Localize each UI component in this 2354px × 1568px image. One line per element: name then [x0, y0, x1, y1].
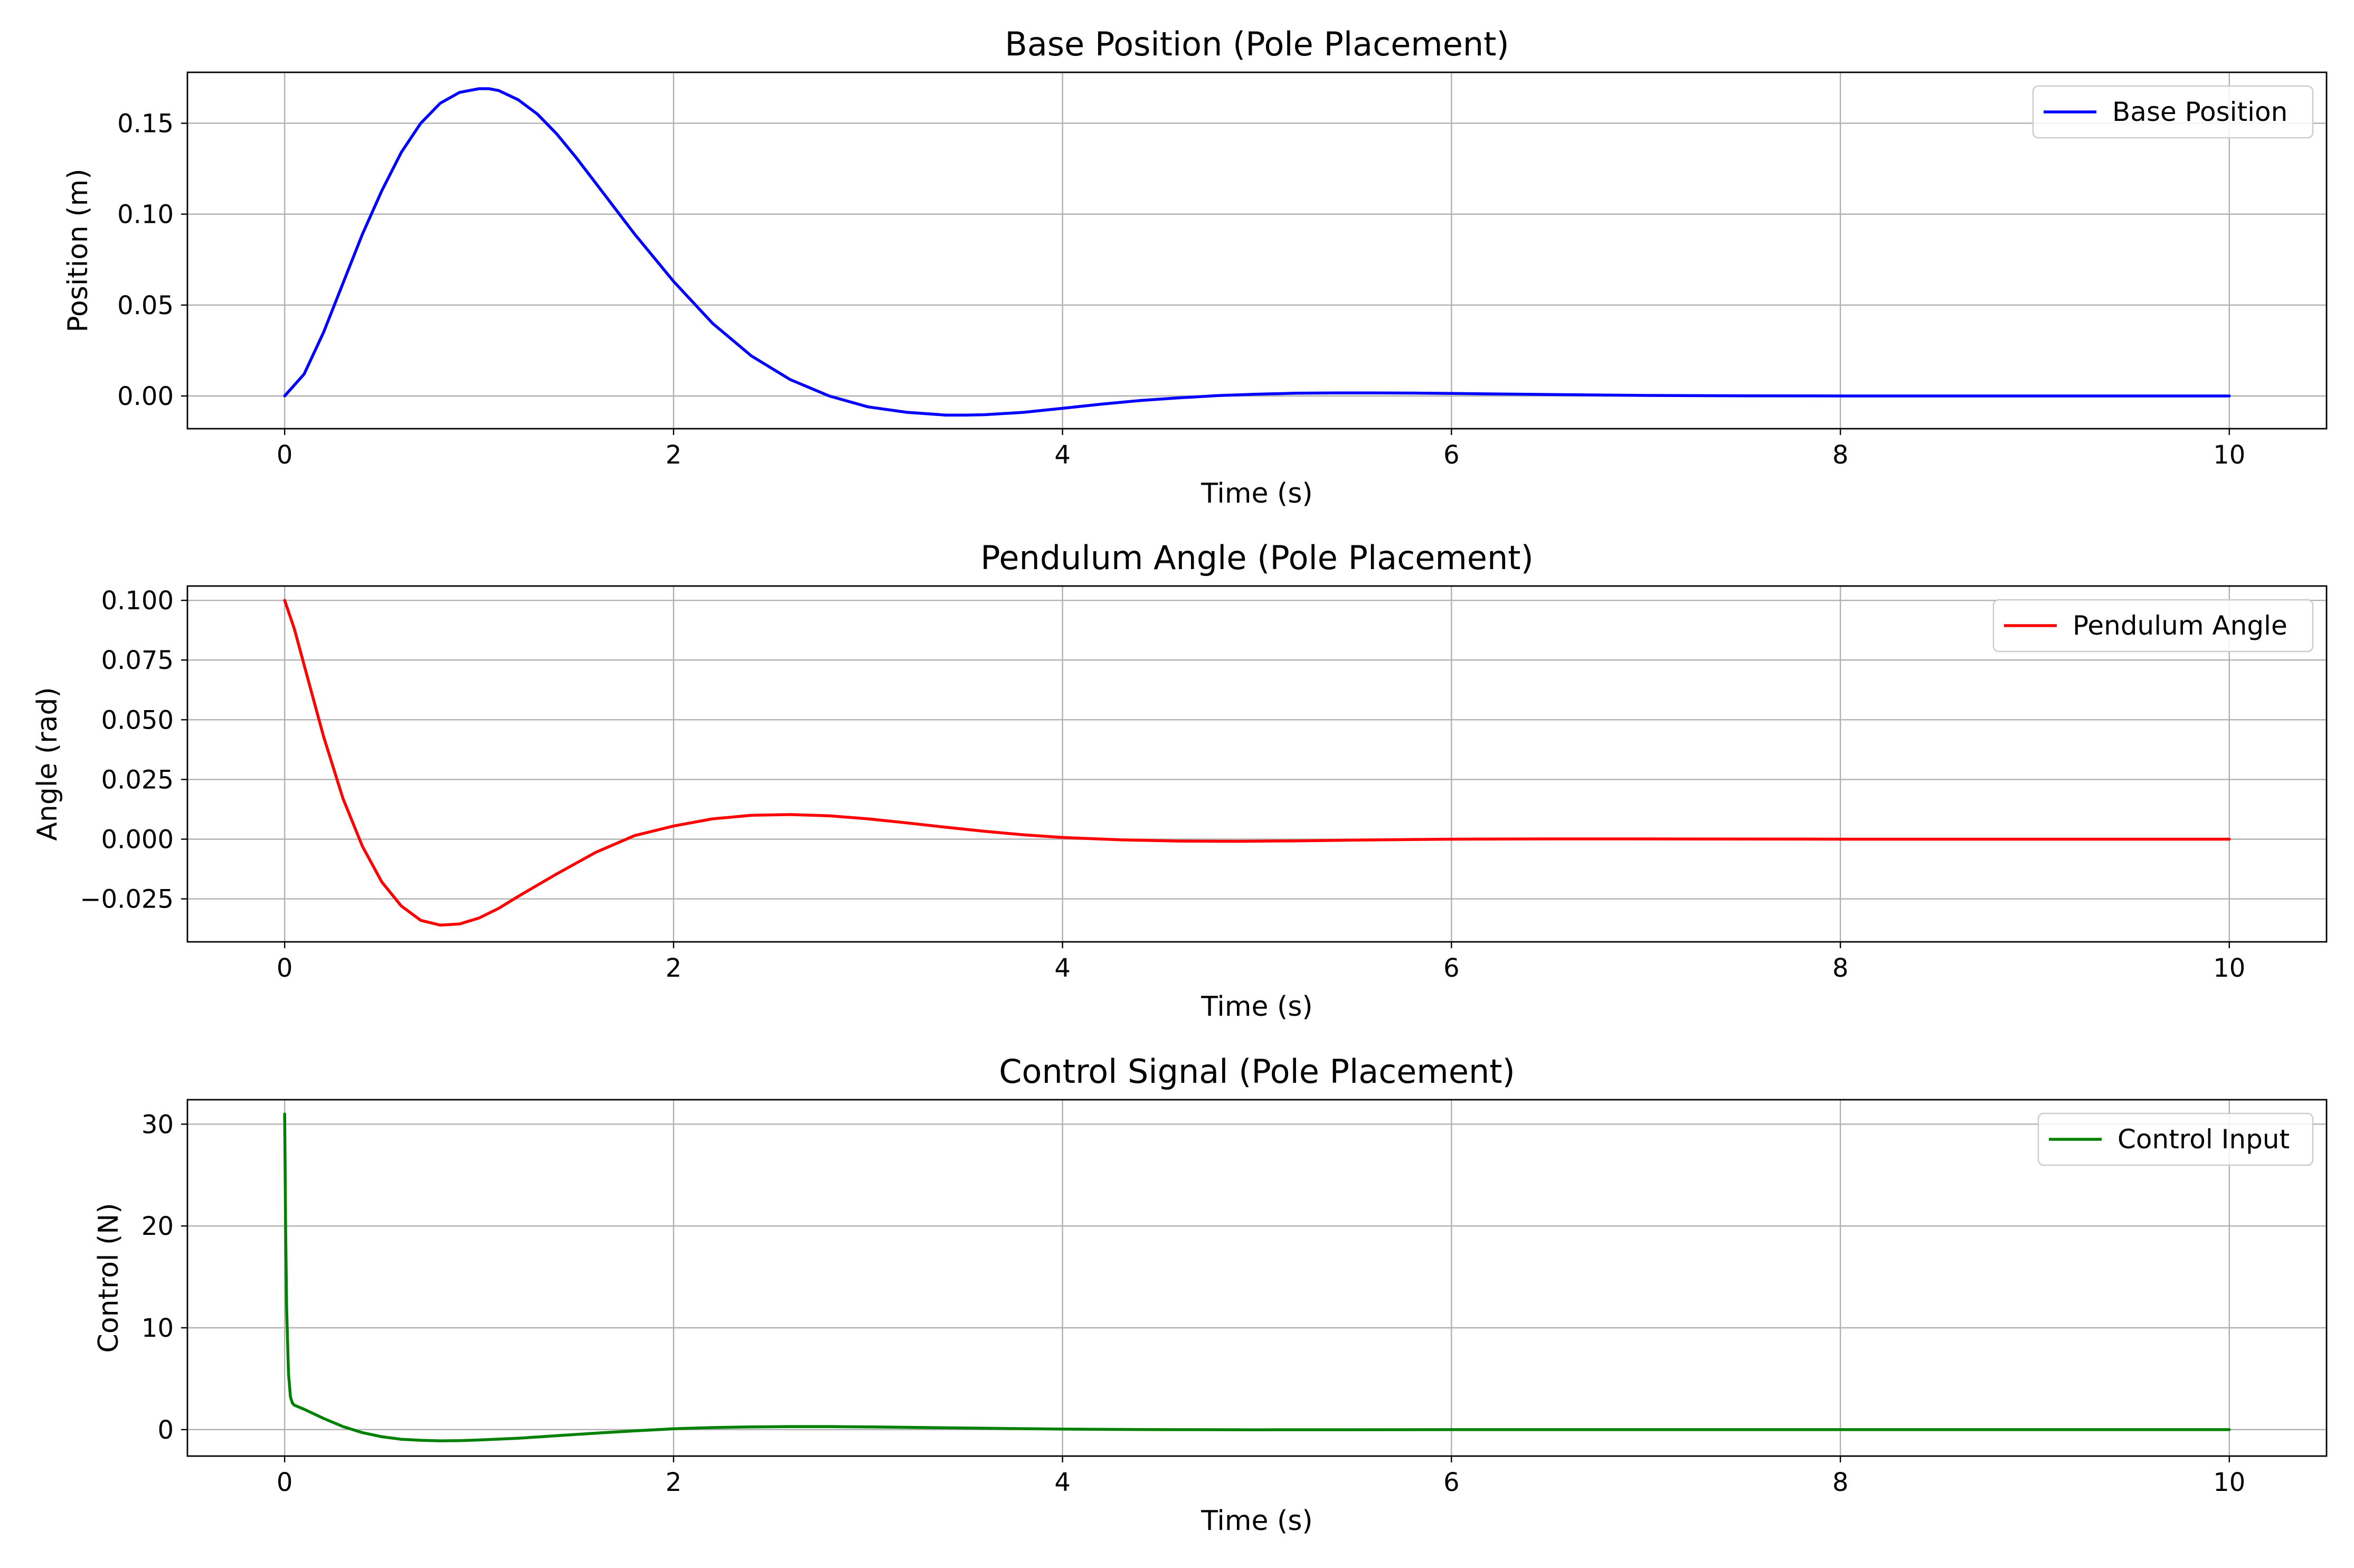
x-tick-label: 4: [1054, 440, 1071, 470]
y-axis-label: Control (N): [93, 1203, 125, 1353]
x-tick-label: 2: [666, 1468, 682, 1497]
axes-frame: [186, 585, 2328, 943]
chart-title: Pendulum Angle (Pole Placement): [980, 539, 1534, 577]
x-tick-label: 6: [1443, 440, 1460, 470]
y-tick-label: 0.00: [117, 382, 174, 411]
x-tick-label: 8: [1832, 440, 1849, 470]
x-axis-label: Time (s): [1200, 478, 1312, 509]
y-tick-label: −0.025: [80, 885, 174, 914]
x-tick-label: 8: [1832, 953, 1849, 983]
subplot-1: 0 2 4 6 8 10 0.00 0.05 0.10 0.15 Base Position (Po…: [62, 25, 2328, 509]
x-tick-label: 2: [666, 440, 682, 470]
x-tick-label: 10: [2213, 440, 2245, 470]
legend: Pendulum Angle: [1992, 599, 2314, 653]
y-tick-label: 0.10: [117, 200, 174, 230]
legend: Base Position: [2032, 85, 2314, 139]
y-tick-label: 0.025: [101, 765, 174, 795]
y-axis-label: Position (m): [62, 168, 94, 332]
legend: Control Input: [2037, 1112, 2314, 1166]
legend-box: [2037, 1112, 2314, 1166]
y-axis-label: Angle (rad): [32, 687, 63, 840]
y-tick-label: 10: [141, 1314, 174, 1343]
x-axis-label: Time (s): [1200, 1505, 1312, 1537]
y-tick-label: 0.15: [117, 109, 174, 138]
legend-label: Base Position: [2112, 97, 2287, 127]
axes-frame: [186, 1099, 2328, 1457]
x-tick-label: 0: [277, 953, 293, 983]
legend-box: [2032, 85, 2314, 139]
x-tick-label: 10: [2213, 953, 2245, 983]
y-tick-label: 0.100: [101, 586, 174, 616]
y-tick-label: 20: [141, 1212, 174, 1241]
x-tick-label: 6: [1443, 953, 1460, 983]
x-tick-label: 4: [1054, 953, 1071, 983]
legend-box: [1992, 599, 2314, 653]
y-tick-label: 0.000: [101, 825, 174, 854]
series-line-control-input: [283, 1112, 2231, 1442]
x-tick-label: 0: [277, 1468, 293, 1497]
subplot-3: 0 2 4 6 8 10 0 10 20 30 Control Signal (Pole Place…: [93, 1052, 2328, 1537]
y-tick-label: 0.05: [117, 291, 174, 320]
y-tick-label: 0: [157, 1415, 174, 1445]
chart-title: Control Signal (Pole Placement): [999, 1052, 1515, 1091]
axes-frame: [186, 71, 2328, 430]
x-tick-label: 8: [1832, 1468, 1849, 1497]
x-tick-label: 0: [277, 440, 293, 470]
series-line-pendulum-angle: [283, 599, 2231, 927]
x-tick-label: 6: [1443, 1468, 1460, 1497]
y-tick-label: 30: [141, 1110, 174, 1139]
legend-label: Pendulum Angle: [2073, 610, 2287, 641]
series-line-base-position: [283, 87, 2231, 417]
x-tick-label: 10: [2213, 1468, 2245, 1497]
x-tick-label: 4: [1054, 1468, 1071, 1497]
subplot-2: 0 2 4 6 8 10 −0.025 0.000 0.025 0.050 0.075 0.100 Pe…: [32, 539, 2328, 1023]
y-tick-label: 0.075: [101, 646, 174, 675]
legend-label: Control Input: [2117, 1124, 2290, 1155]
y-tick-label: 0.050: [101, 705, 174, 735]
chart-title: Base Position (Pole Placement): [1005, 25, 1509, 63]
x-axis-label: Time (s): [1200, 991, 1312, 1023]
x-tick-label: 2: [666, 953, 682, 983]
